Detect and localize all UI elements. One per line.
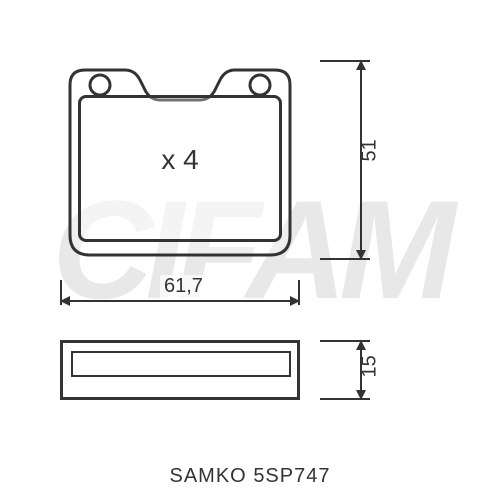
- height-dimension: 51: [320, 60, 380, 260]
- height-value: 51: [359, 139, 382, 161]
- brake-pad-front-view: x 4: [60, 60, 300, 260]
- technical-drawing: x 4 51 61,7 15 SAMKO 5SP747: [0, 0, 500, 500]
- brand-label: SAMKO: [170, 465, 247, 487]
- part-identifier: SAMKO 5SP747: [0, 453, 500, 500]
- thickness-dimension: 15: [320, 340, 380, 400]
- width-dimension: 61,7: [60, 280, 300, 320]
- width-value: 61,7: [160, 275, 207, 298]
- brake-pad-side-view: [60, 340, 300, 400]
- thickness-value: 15: [359, 355, 382, 377]
- part-number: 5SP747: [253, 465, 330, 487]
- quantity-label: x 4: [161, 144, 198, 176]
- backing-plate: [71, 351, 291, 377]
